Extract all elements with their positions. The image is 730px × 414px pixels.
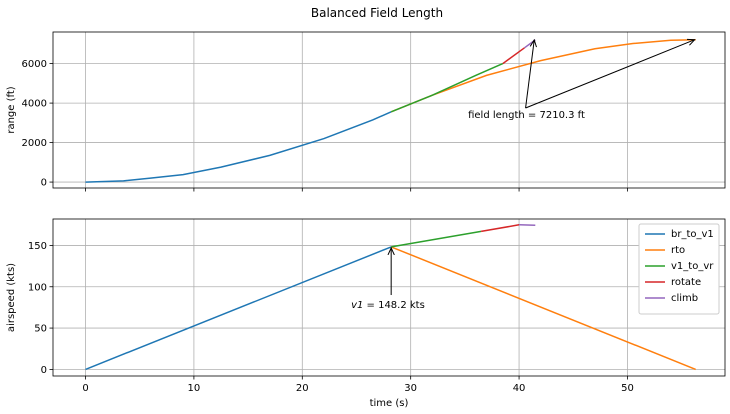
x-tick-label: 30 <box>404 383 417 394</box>
legend-box <box>638 223 720 315</box>
y-tick-label: 100 <box>28 282 47 293</box>
x-tick-label: 40 <box>513 383 526 394</box>
axes-frame <box>52 31 726 189</box>
legend-label: rto <box>671 245 685 256</box>
airspeed-axes: 0 10 20 30 40 50 0 50 100 150 airspeed (kts) time (… <box>6 218 726 409</box>
series-line-rto <box>390 246 696 371</box>
figure-title: Balanced Field Length <box>311 6 443 20</box>
annotation-value: = 148.2 kts <box>363 300 424 311</box>
annotation-text: field length = 7210.3 ft <box>468 110 585 121</box>
y-tick-label: 0 <box>41 365 47 376</box>
legend-label: v1_to_vr <box>671 261 714 272</box>
x-tick-label: 20 <box>296 383 309 394</box>
x-tick-label: 50 <box>621 383 634 394</box>
series-line-rotate <box>502 47 525 65</box>
axes-frame <box>52 218 726 377</box>
legend-label: rotate <box>671 277 701 288</box>
y-axis-label: airspeed (kts) <box>6 263 17 332</box>
legend-label: climb <box>671 293 698 304</box>
y-tick-label: 50 <box>34 324 47 335</box>
y-tick-label: 150 <box>28 241 47 252</box>
annotation-symbol: v1 <box>351 300 363 311</box>
legend-label: br_to_v1 <box>671 229 714 240</box>
x-axis-label: time (s) <box>370 398 409 409</box>
annotation-arrow <box>525 40 535 109</box>
series-line-br-to-v1 <box>85 111 392 183</box>
x-tick-label: 0 <box>82 383 88 394</box>
series-line-br-to-v1 <box>85 246 392 371</box>
y-axis-label: range (ft) <box>6 86 17 133</box>
y-tick-label: 6000 <box>22 59 47 70</box>
y-tick-label: 0 <box>41 178 47 189</box>
series-line-v1-to-vr <box>390 62 504 113</box>
series-line-v1-to-vr <box>391 230 482 248</box>
annotation-arrow <box>525 40 695 109</box>
y-tick-label: 4000 <box>22 99 47 110</box>
x-tick-label: 10 <box>188 383 201 394</box>
range-axes: 0 2000 4000 6000 range (ft) field length = 72… <box>6 31 726 192</box>
annotation-text: v1 = 148.2 kts <box>351 300 425 311</box>
series-line-rotate <box>480 224 520 233</box>
y-tick-label: 2000 <box>22 138 47 149</box>
